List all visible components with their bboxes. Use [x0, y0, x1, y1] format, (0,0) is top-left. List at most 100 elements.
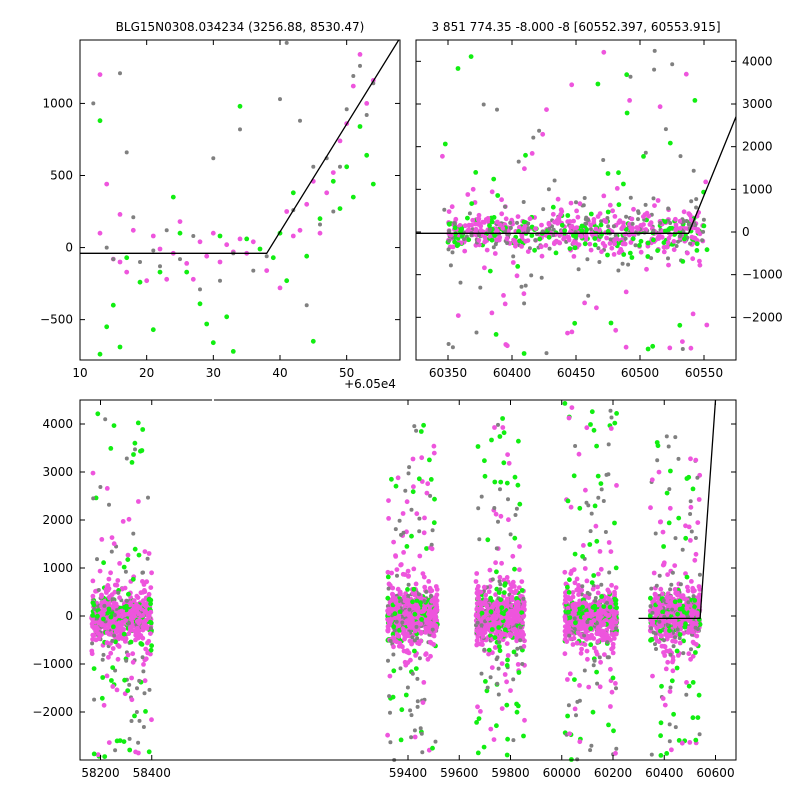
- data-point-gray: [596, 246, 601, 251]
- data-point-gray: [609, 415, 614, 420]
- data-point-gray: [447, 238, 452, 243]
- data-point-gray: [691, 168, 696, 173]
- data-point-gray: [599, 582, 604, 587]
- data-point-pink: [610, 650, 616, 656]
- data-point-pink: [571, 567, 577, 572]
- data-point-green: [411, 586, 417, 592]
- data-point-pink: [475, 704, 480, 710]
- data-point-gray: [643, 150, 648, 155]
- data-point-gray: [127, 682, 132, 687]
- data-point-pink: [484, 603, 490, 609]
- data-point-green: [550, 204, 556, 210]
- data-point-pink: [405, 568, 411, 574]
- data-point-pink: [149, 717, 154, 723]
- data-point-pink: [469, 222, 474, 228]
- data-point-gray: [475, 620, 480, 625]
- data-point-pink: [596, 571, 601, 577]
- data-point-gray: [118, 71, 122, 76]
- data-point-green: [592, 503, 598, 509]
- x-tick-label: 58400: [133, 766, 171, 780]
- data-point-green: [690, 680, 696, 685]
- data-point-pink: [134, 606, 140, 612]
- data-point-pink: [603, 631, 608, 637]
- data-point-pink: [586, 595, 592, 601]
- data-point-green: [655, 443, 661, 449]
- data-point-pink: [525, 249, 531, 255]
- data-point-pink: [520, 614, 526, 620]
- data-point-gray: [91, 496, 96, 501]
- data-point-pink: [130, 651, 136, 657]
- data-point-gray: [677, 636, 682, 641]
- data-point-gray: [503, 204, 508, 209]
- data-point-gray: [670, 62, 675, 67]
- data-point-green: [512, 566, 517, 572]
- data-point-green: [143, 709, 148, 714]
- data-point-pink: [538, 244, 544, 250]
- data-point-pink: [686, 651, 692, 657]
- data-point-gray: [145, 556, 150, 561]
- data-point-pink: [428, 653, 433, 659]
- data-point-gray: [694, 205, 699, 210]
- data-point-gray: [574, 713, 578, 718]
- data-point-pink: [572, 580, 578, 586]
- data-point-green: [135, 420, 141, 426]
- data-point-pink: [652, 203, 657, 209]
- data-point-pink: [521, 225, 527, 231]
- data-point-green: [117, 344, 123, 350]
- data-point-pink: [123, 618, 128, 623]
- data-point-gray: [697, 732, 702, 737]
- data-point-gray: [388, 639, 393, 643]
- data-point-green: [501, 460, 507, 466]
- data-point-gray: [399, 598, 403, 603]
- data-point-green: [132, 546, 138, 552]
- data-point-gray: [662, 638, 666, 643]
- data-point-pink: [579, 646, 584, 652]
- data-point-pink: [635, 226, 641, 232]
- data-point-green: [504, 480, 510, 486]
- data-point-gray: [508, 225, 513, 230]
- data-point-green: [357, 124, 363, 129]
- data-point-pink: [465, 192, 471, 197]
- data-point-green: [124, 255, 130, 261]
- data-point-pink: [418, 629, 424, 635]
- data-point-gray: [666, 256, 670, 261]
- data-point-green: [389, 476, 394, 482]
- data-point-pink: [684, 605, 690, 611]
- data-point-gray: [124, 456, 129, 461]
- data-point-green: [310, 338, 316, 344]
- data-point-green: [317, 216, 323, 222]
- zoom-panel-right: 3 851 774.35 -8.000 -8 [60552.397, 60553…: [415, 20, 783, 380]
- data-point-gray: [651, 630, 656, 635]
- data-point-pink: [652, 615, 658, 620]
- data-point-pink: [410, 456, 416, 462]
- data-point-green: [668, 468, 673, 474]
- data-point-green: [595, 81, 601, 87]
- data-point-gray: [141, 669, 146, 674]
- data-point-gray: [458, 280, 463, 285]
- data-point-pink: [585, 656, 590, 662]
- data-point-green: [398, 737, 404, 743]
- data-point-green: [466, 237, 472, 243]
- data-point-pink: [126, 516, 132, 522]
- data-point-gray: [649, 626, 654, 631]
- data-point-pink: [609, 245, 615, 251]
- data-point-pink: [397, 589, 403, 595]
- data-point-green: [148, 601, 154, 607]
- data-point-pink: [487, 234, 493, 239]
- data-point-pink: [582, 614, 587, 620]
- data-point-pink: [517, 617, 523, 623]
- data-point-gray: [661, 598, 666, 603]
- data-point-gray: [406, 593, 411, 598]
- data-point-gray: [628, 195, 633, 200]
- data-point-green: [459, 226, 465, 232]
- data-point-pink: [99, 622, 105, 628]
- data-point-gray: [552, 178, 557, 183]
- data-point-pink: [114, 582, 120, 588]
- full-lightcurve-points: [89, 400, 717, 762]
- data-point-green: [455, 66, 461, 71]
- data-point-gray: [616, 268, 621, 273]
- data-point-green: [674, 665, 680, 671]
- data-point-gray: [304, 303, 309, 308]
- data-point-gray: [178, 257, 182, 262]
- data-point-gray: [681, 651, 686, 656]
